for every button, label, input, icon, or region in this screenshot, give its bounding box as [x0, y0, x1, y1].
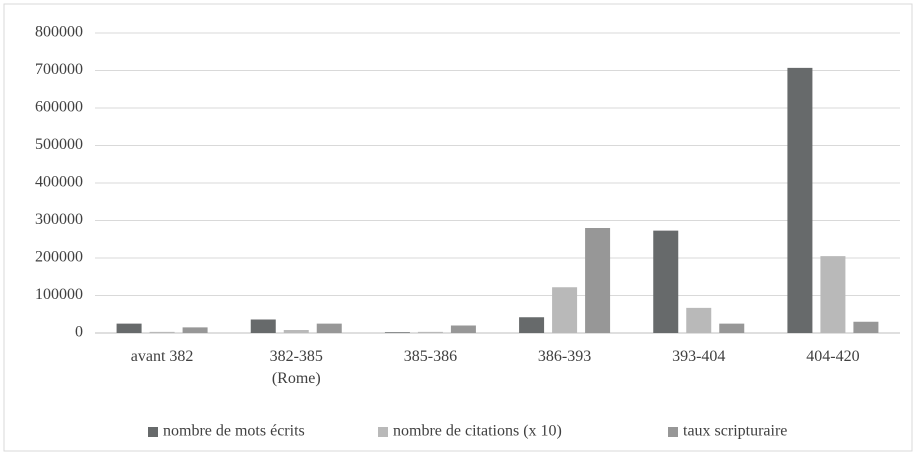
x-tick-label: 385-386 — [404, 348, 457, 365]
bar — [384, 332, 410, 333]
bar — [250, 319, 276, 333]
y-tick-label: 100000 — [35, 286, 83, 303]
y-tick-label: 400000 — [35, 174, 83, 191]
x-tick-label: 386-393 — [538, 348, 591, 365]
bar — [519, 317, 545, 333]
bar — [686, 307, 712, 333]
y-tick-label: 300000 — [35, 211, 83, 228]
bar — [653, 230, 679, 333]
bar — [719, 323, 745, 333]
bar — [149, 331, 175, 333]
bar — [116, 323, 142, 333]
bar — [585, 228, 611, 333]
y-tick-label: 500000 — [35, 136, 83, 153]
y-tick-label: 0 — [75, 324, 83, 341]
legend-swatch — [378, 427, 388, 437]
x-tick-label: 404-420 — [806, 348, 859, 365]
bar — [283, 330, 309, 333]
bar — [450, 325, 476, 333]
legend-swatch — [148, 427, 158, 437]
bar — [853, 321, 879, 333]
bar — [417, 331, 443, 333]
x-tick-label: 382-385 (Rome) — [270, 348, 323, 387]
chart-frame — [3, 3, 913, 452]
legend-label: nombre de mots écrits — [163, 423, 305, 440]
legend-swatch — [668, 427, 678, 437]
bar — [820, 256, 846, 333]
legend-label: taux scripturaire — [683, 423, 787, 440]
x-tick-label: 393-404 — [672, 348, 725, 365]
legend-label: nombre de citations (x 10) — [393, 423, 562, 440]
y-tick-label: 800000 — [35, 24, 83, 41]
bar — [182, 327, 208, 333]
bar — [316, 323, 342, 333]
x-tick-label: avant 382 — [131, 348, 194, 365]
y-tick-label: 600000 — [35, 99, 83, 116]
y-tick-label: 200000 — [35, 249, 83, 266]
y-tick-label: 700000 — [35, 61, 83, 78]
bar — [552, 287, 578, 333]
bar — [787, 67, 813, 333]
